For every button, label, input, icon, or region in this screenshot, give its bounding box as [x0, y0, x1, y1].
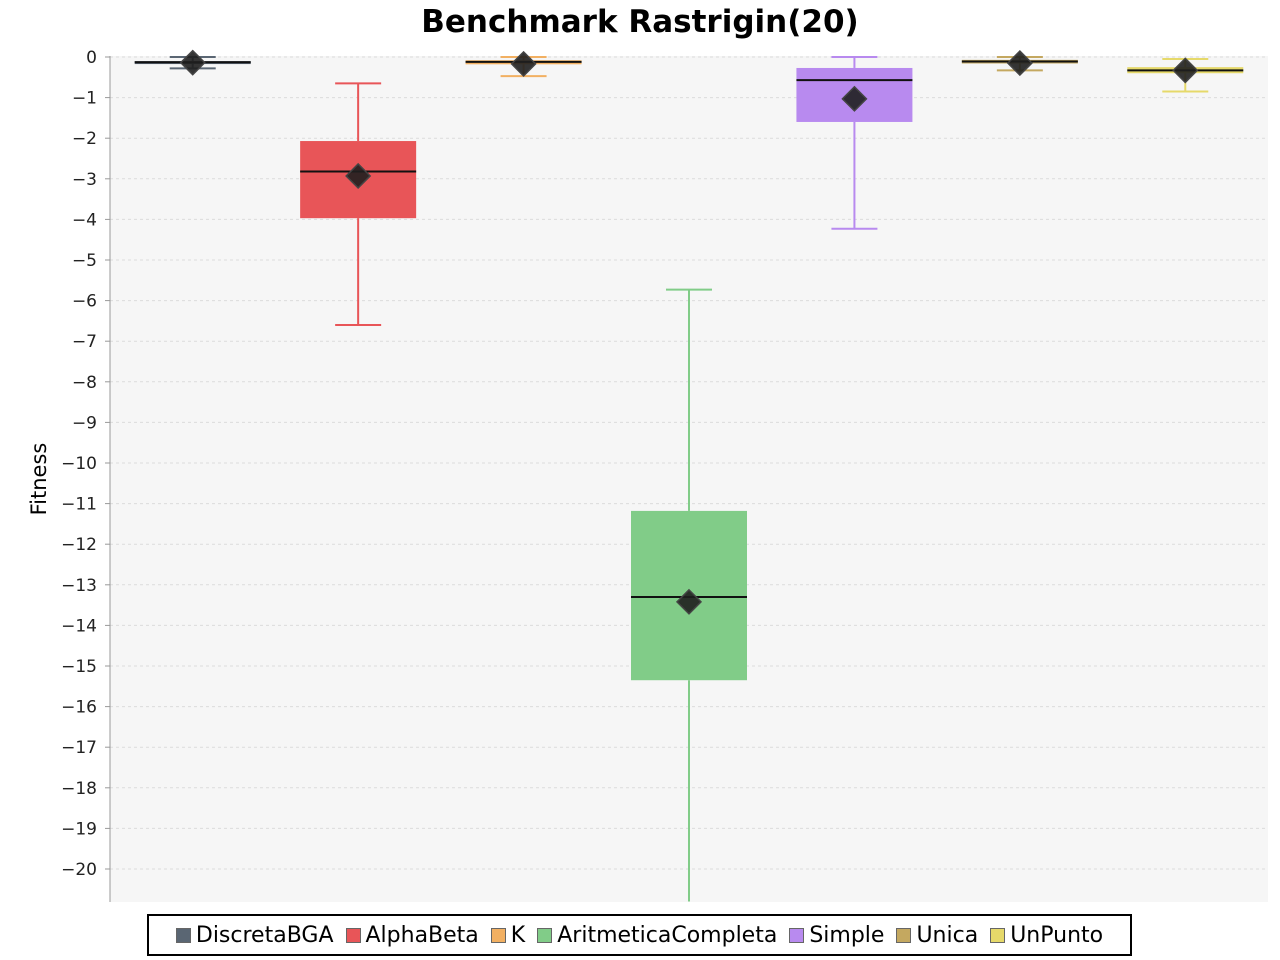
mean-marker — [675, 588, 703, 615]
y-axis-label: Fitness — [27, 443, 51, 516]
box-AlphaBeta — [300, 82, 417, 326]
legend-swatch — [537, 927, 553, 943]
box-K — [465, 50, 582, 78]
legend-swatch — [896, 927, 912, 943]
legend-item: Unica — [896, 923, 978, 948]
legend-swatch — [789, 927, 805, 943]
legend-swatch — [990, 927, 1006, 943]
legend-swatch — [490, 927, 506, 943]
legend-label: UnPunto — [1010, 922, 1104, 948]
box-AritmeticaCompleta — [631, 288, 747, 902]
legend: DiscretaBGA AlphaBeta K AritmeticaCompleta S… — [147, 914, 1132, 956]
legend-item: Simple — [789, 923, 884, 948]
y-tick-label: −3 — [72, 170, 97, 190]
y-tick-label: −5 — [72, 251, 97, 271]
mean-marker — [1172, 57, 1199, 84]
y-tick-label: −8 — [72, 373, 97, 393]
legend-item: K — [490, 922, 526, 948]
y-tick-label: 0 — [86, 48, 97, 68]
legend-item: AlphaBeta — [345, 922, 479, 948]
y-tick-label: −6 — [72, 292, 97, 312]
y-tick-label: −13 — [61, 576, 97, 596]
legend-label: Unica — [916, 922, 979, 948]
y-tick-label: −7 — [72, 332, 97, 352]
boxes — [134, 49, 1244, 902]
mean-marker — [179, 49, 206, 76]
box-Simple — [796, 56, 913, 230]
y-tick-label: −11 — [61, 495, 97, 515]
y-tick-label: −2 — [72, 129, 97, 149]
y-tick-label: −10 — [61, 454, 97, 474]
legend-item: DiscretaBGA — [175, 922, 334, 948]
legend-swatch — [345, 927, 361, 943]
legend-label: Simple — [809, 922, 885, 948]
legend-label: K — [510, 922, 526, 948]
legend-label: AlphaBeta — [365, 922, 479, 948]
y-axis: 0 −1 −2 −3 −4 −5 −6 −7 −8 −9 −10 −11 −12 −13 −14 −15 −16… — [61, 48, 111, 902]
y-tick-label: −14 — [61, 616, 97, 636]
y-tick-label: −16 — [61, 698, 97, 718]
legend-swatch — [175, 927, 191, 943]
box-Unica — [961, 50, 1078, 77]
legend-label: AritmeticaCompleta — [557, 922, 778, 948]
mean-marker — [345, 162, 372, 190]
y-tick-label: −1 — [72, 89, 97, 109]
legend-item: UnPunto — [990, 923, 1103, 948]
y-tick-label: −17 — [61, 738, 97, 758]
chart-title: Benchmark Rastrigin(20) — [421, 4, 859, 40]
legend-label: DiscretaBGA — [195, 922, 334, 948]
mean-marker — [841, 85, 868, 112]
mean-marker — [510, 50, 537, 77]
mean-marker — [1006, 50, 1033, 77]
legend-item: AritmeticaCompleta — [537, 923, 777, 948]
y-tick-label: −9 — [72, 413, 97, 433]
y-tick-label: −20 — [61, 860, 97, 880]
y-tick-label: −19 — [61, 819, 97, 839]
y-tick-label: −4 — [72, 210, 97, 230]
box-DiscretaBGA — [134, 49, 251, 76]
y-tick-label: −12 — [61, 535, 97, 555]
y-tick-label: −15 — [61, 657, 97, 677]
box-UnPunto — [1127, 57, 1244, 93]
y-tick-label: −18 — [61, 779, 97, 799]
